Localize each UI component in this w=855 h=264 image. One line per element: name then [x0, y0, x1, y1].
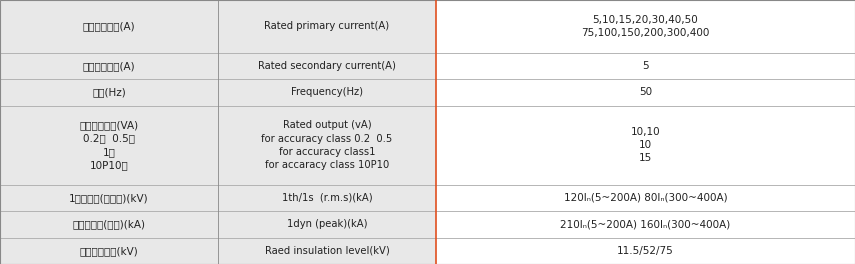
- Bar: [218, 106, 436, 185]
- Bar: [0, 185, 218, 211]
- Text: 50: 50: [639, 87, 652, 97]
- Text: 动稳定电流(峰值)(kA): 动稳定电流(峰值)(kA): [73, 219, 145, 229]
- Text: 频率(Hz): 频率(Hz): [92, 87, 126, 97]
- Text: 5,10,15,20,30,40,50
75,100,150,200,300,400: 5,10,15,20,30,40,50 75,100,150,200,300,4…: [581, 15, 710, 38]
- Bar: [436, 238, 855, 264]
- Bar: [436, 106, 855, 185]
- Bar: [0, 79, 218, 106]
- Bar: [218, 53, 436, 79]
- Bar: [436, 79, 855, 106]
- Bar: [218, 0, 436, 53]
- Text: 1th/1s  (r.m.s)(kA): 1th/1s (r.m.s)(kA): [282, 193, 372, 203]
- Bar: [0, 0, 218, 53]
- Bar: [0, 211, 218, 238]
- Text: 额定一次电流(A): 额定一次电流(A): [83, 21, 135, 31]
- Bar: [436, 53, 855, 79]
- Text: 10,10
10
15: 10,10 10 15: [631, 127, 660, 163]
- Text: Raed insulation level(kV): Raed insulation level(kV): [265, 246, 389, 256]
- Text: 额定二次电流(A): 额定二次电流(A): [83, 61, 135, 71]
- Bar: [436, 0, 855, 53]
- Bar: [0, 53, 218, 79]
- Bar: [218, 185, 436, 211]
- Text: 额定绝缘水平(kV): 额定绝缘水平(kV): [80, 246, 139, 256]
- Text: 1dyn (peak)(kA): 1dyn (peak)(kA): [286, 219, 368, 229]
- Text: 1秒热电流(有效值)(kV): 1秒热电流(有效值)(kV): [69, 193, 149, 203]
- Text: 额定二次输出(VA)
0.2级  0.5级
1级
10P10级: 额定二次输出(VA) 0.2级 0.5级 1级 10P10级: [80, 120, 139, 170]
- Text: Rated secondary current(A): Rated secondary current(A): [258, 61, 396, 71]
- Bar: [0, 238, 218, 264]
- Bar: [218, 211, 436, 238]
- Bar: [218, 79, 436, 106]
- Bar: [436, 185, 855, 211]
- Text: Frequency(Hz): Frequency(Hz): [291, 87, 363, 97]
- Bar: [436, 211, 855, 238]
- Text: Rated primary current(A): Rated primary current(A): [264, 21, 390, 31]
- Bar: [218, 238, 436, 264]
- Text: 120Iₙ(5~200A) 80Iₙ(300~400A): 120Iₙ(5~200A) 80Iₙ(300~400A): [563, 193, 728, 203]
- Text: 11.5/52/75: 11.5/52/75: [617, 246, 674, 256]
- Text: Rated output (vA)
for accuracy class 0.2  0.5
for accuracy class1
for accaracy c: Rated output (vA) for accuracy class 0.2…: [262, 120, 392, 170]
- Text: 210Iₙ(5~200A) 160Iₙ(300~400A): 210Iₙ(5~200A) 160Iₙ(300~400A): [560, 219, 731, 229]
- Bar: [0, 106, 218, 185]
- Text: 5: 5: [642, 61, 649, 71]
